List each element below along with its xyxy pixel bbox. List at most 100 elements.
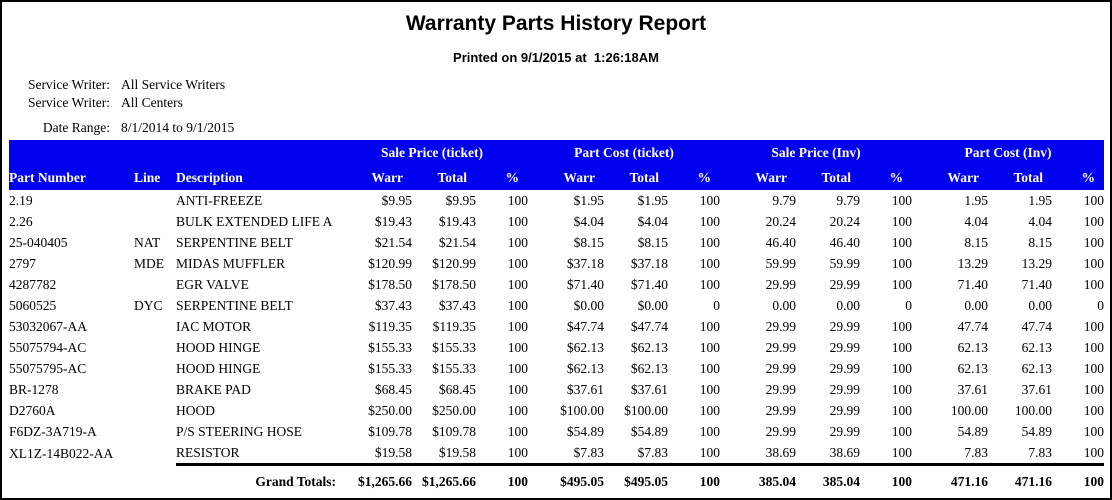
value-cell: 0: [1097, 298, 1105, 313]
value-cell: 29.99: [765, 424, 797, 439]
value-cell: $109.78: [368, 424, 412, 439]
value-cell: 29.99: [765, 403, 797, 418]
filter-label: Service Writer:: [27, 95, 110, 110]
part-number-cell: 2797: [9, 256, 36, 271]
value-cell: 1.95: [964, 193, 989, 208]
report-title: Warranty Parts History Report: [405, 12, 707, 35]
value-cell: 4.04: [964, 214, 989, 229]
value-cell: 59.99: [765, 256, 797, 271]
value-cell: $0.00: [573, 298, 604, 313]
value-cell: $1.95: [637, 193, 668, 208]
value-cell: 100: [1083, 319, 1105, 334]
column-header: %: [1081, 170, 1096, 185]
part-number-cell: 4287782: [9, 277, 57, 292]
value-cell: $47.74: [566, 319, 604, 334]
value-cell: $71.40: [566, 277, 604, 292]
value-cell: 62.13: [957, 340, 989, 355]
value-cell: 100: [891, 382, 913, 397]
value-cell: $7.83: [573, 445, 604, 460]
value-cell: $37.43: [374, 298, 412, 313]
column-header: %: [505, 170, 520, 185]
value-cell: 100: [1083, 214, 1105, 229]
value-cell: 46.40: [765, 235, 797, 250]
value-cell: 100: [891, 256, 913, 271]
filter-service-writer: Service Writer: All Service Writers: [12, 76, 234, 94]
value-cell: 100: [891, 403, 913, 418]
group-header: Sale Price (Inv): [771, 145, 861, 160]
value-cell: $71.40: [630, 277, 668, 292]
value-cell: $178.50: [432, 277, 476, 292]
value-cell: $19.58: [438, 445, 476, 460]
line-cell: [134, 190, 176, 211]
value-cell: $4.04: [573, 214, 604, 229]
grand-total-value: 100: [476, 463, 528, 497]
value-cell: 29.99: [829, 340, 861, 355]
table-row: 2.26 BULK EXTENDED LIFE A $19.43 $19.43 100 $…: [9, 211, 1104, 232]
table-row: BR-1278 BRAKE PAD $68.45 $68.45 100 $37.61 $37…: [9, 379, 1104, 400]
line-cell: [134, 379, 176, 400]
description-header: Description: [176, 170, 243, 185]
value-cell: 100: [507, 445, 528, 460]
table-row: 5060525 DYC SERPENTINE BELT $37.43 $37.43 100…: [9, 295, 1104, 316]
line-cell: NAT: [134, 235, 161, 250]
part-number-cell: 2.26: [9, 214, 33, 229]
value-cell: 100: [1083, 340, 1105, 355]
value-cell: 38.69: [765, 445, 797, 460]
value-cell: 9.79: [772, 193, 797, 208]
line-cell: [134, 442, 176, 465]
value-cell: $9.95: [445, 193, 476, 208]
value-cell: 37.61: [957, 382, 989, 397]
line-cell: [134, 421, 176, 442]
value-cell: 100: [507, 340, 528, 355]
group-header: Sale Price (ticket): [381, 145, 483, 160]
filter-block: Service Writer: All Service Writers Servi…: [12, 76, 234, 137]
value-cell: 0.00: [1028, 298, 1053, 313]
value-cell: $155.33: [432, 340, 476, 355]
column-header: Warr: [563, 170, 596, 185]
value-cell: 29.99: [765, 361, 797, 376]
part-number-cell: BR-1278: [9, 382, 59, 397]
value-cell: 100: [507, 214, 528, 229]
value-cell: 8.15: [1028, 235, 1053, 250]
value-cell: $7.83: [637, 445, 668, 460]
totals-spacer: [9, 465, 134, 498]
column-header: Total: [1013, 170, 1044, 185]
table-row: 55075794-AC HOOD HINGE $155.33 $155.33 100 $6…: [9, 337, 1104, 358]
value-cell: 100: [891, 340, 913, 355]
warranty-parts-table: Sale Price (ticket) Part Cost (ticket) Sal…: [9, 140, 1105, 498]
column-header: %: [697, 170, 712, 185]
value-cell: 0: [905, 298, 913, 313]
value-cell: 100: [891, 193, 913, 208]
value-cell: 59.99: [829, 256, 861, 271]
line-cell: [134, 274, 176, 295]
value-cell: 100: [699, 193, 721, 208]
description-cell: RESISTOR: [176, 445, 240, 460]
value-cell: 100: [1083, 193, 1105, 208]
value-cell: 100: [699, 340, 721, 355]
value-cell: 47.74: [957, 319, 989, 334]
part-number-cell: 5060525: [9, 298, 57, 313]
value-cell: 100: [699, 382, 721, 397]
value-cell: 47.74: [1021, 319, 1053, 334]
value-cell: $21.54: [438, 235, 476, 250]
value-cell: 100: [699, 445, 721, 460]
value-cell: $37.18: [566, 256, 604, 271]
description-cell: MIDAS MUFFLER: [176, 256, 286, 271]
value-cell: 100: [891, 319, 913, 334]
value-cell: $155.33: [368, 361, 412, 376]
value-cell: 29.99: [765, 340, 797, 355]
value-cell: 100: [891, 445, 913, 460]
value-cell: 100: [699, 277, 721, 292]
value-cell: $250.00: [432, 403, 476, 418]
grand-total-value: 385.04: [720, 463, 797, 497]
value-cell: 100: [699, 424, 721, 439]
value-cell: $47.74: [630, 319, 668, 334]
column-header: Total: [629, 170, 659, 185]
value-cell: $250.00: [368, 403, 412, 418]
value-cell: $62.13: [566, 361, 604, 376]
grand-total-value: 471.16: [912, 463, 989, 497]
part-number-cell: D2760A: [9, 403, 56, 418]
value-cell: $100.00: [624, 403, 668, 418]
table-row: 2.19 ANTI-FREEZE $9.95 $9.95 100 $1.95 $1.95 10…: [9, 190, 1104, 211]
grand-total-value: 385.04: [796, 463, 861, 497]
